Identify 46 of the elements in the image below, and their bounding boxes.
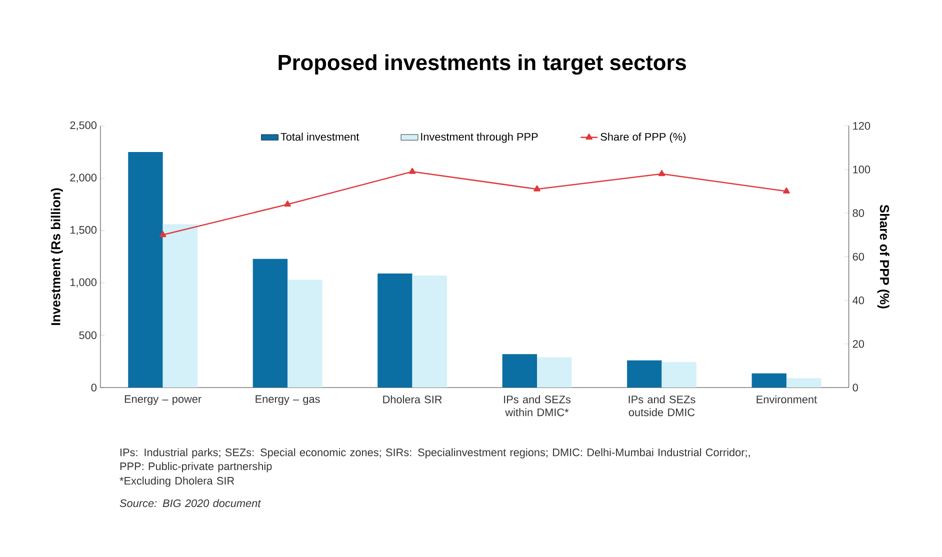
bar (412, 276, 447, 388)
x-tick-label: Energy – gas (256, 395, 320, 406)
bar (288, 280, 322, 388)
point (408, 168, 416, 174)
bar (502, 354, 538, 388)
bar (128, 152, 163, 388)
y2-tick-label: 20 (852, 340, 864, 348)
bar (662, 362, 696, 388)
bar (786, 378, 822, 388)
y-tick-label: 500 (79, 331, 97, 340)
y-axis-title: Investment (Rs billion) (50, 188, 63, 325)
point (783, 187, 790, 194)
point (534, 185, 540, 192)
legend-label: Share of PPP (%) (600, 132, 686, 143)
y-tick-label: 2,000 (70, 174, 97, 183)
y-tick-label: 2,500 (70, 121, 97, 130)
legend-label: Investment through PPP (421, 132, 538, 143)
y2-axis-title: Share of PPP (%) (877, 204, 890, 308)
x-tick-label: IPs and SEZs within DMIC* (504, 395, 571, 416)
x-tick-label: Energy – power (124, 395, 202, 406)
y2-tick-label: 40 (852, 296, 864, 304)
x-tick-label: Environment (756, 395, 817, 404)
x-tick-label: IPs and SEZs outside DMIC (628, 395, 696, 416)
source-note: Source: BIG 2020 document (120, 499, 262, 508)
bar (252, 258, 288, 388)
bar (378, 273, 412, 388)
y2-tick-label: 120 (853, 122, 870, 130)
text: *Excluding Dholera SIR (120, 476, 234, 487)
point (658, 170, 666, 176)
y2-tick-label: 100 (853, 166, 870, 174)
point (159, 231, 166, 238)
bar (537, 357, 572, 388)
bar (162, 224, 198, 388)
x-tick-label: Dholera SIR (383, 395, 442, 404)
bar (752, 373, 786, 388)
y2-tick-label: 80 (852, 209, 864, 217)
text: IPs: Industrial parks; SEZs: Special economic zones; SIRs: Specialinvestment regions; DMIC: Delhi-Mumbai Industrial Corridor;, PPP: Public-private partnership (120, 448, 750, 472)
bar (627, 360, 662, 388)
chart-title: Proposed investments in target sectors (278, 54, 686, 75)
y-tick-label: 1,000 (70, 278, 97, 288)
y-tick-label: 0 (91, 384, 97, 392)
point (284, 200, 291, 207)
y-tick-label: 1,500 (70, 226, 97, 236)
y2-tick-label: 60 (852, 252, 864, 261)
y2-tick-label: 0 (852, 384, 858, 392)
legend-label: Total investment (280, 132, 360, 141)
